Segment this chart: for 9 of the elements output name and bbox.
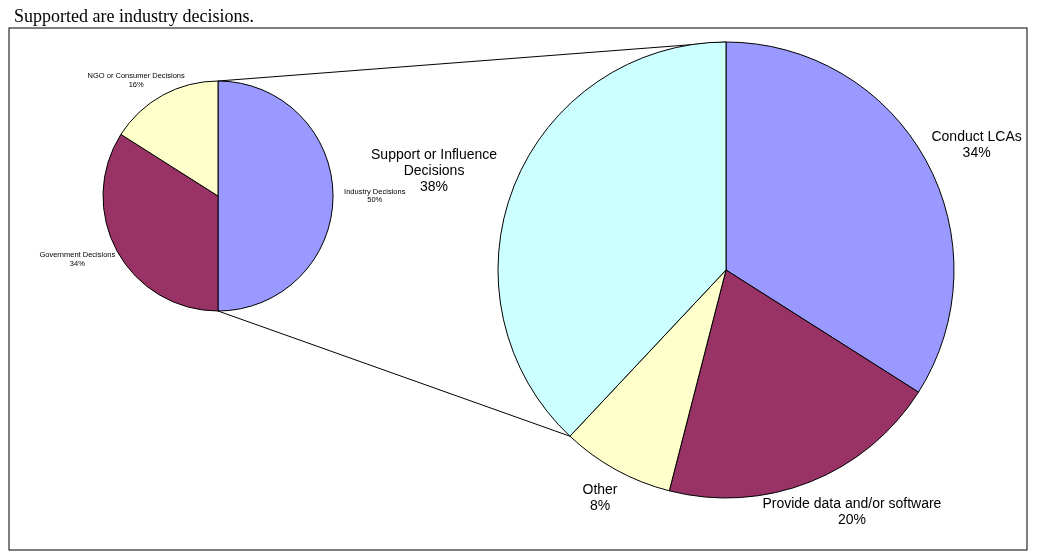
slice-label: Support or Influence Decisions: [371, 146, 498, 179]
slice-label: Conduct LCAs: [931, 127, 1022, 144]
data-label: 34%: [962, 143, 991, 160]
data-label: 8%: [589, 496, 611, 513]
data-label: 20%: [837, 510, 866, 527]
text: Supported are industry decisions.: [14, 6, 254, 26]
slice-label: Other: [582, 480, 618, 497]
slice-label: Provide data and/or software: [762, 494, 942, 511]
data-label: 38%: [420, 178, 449, 195]
